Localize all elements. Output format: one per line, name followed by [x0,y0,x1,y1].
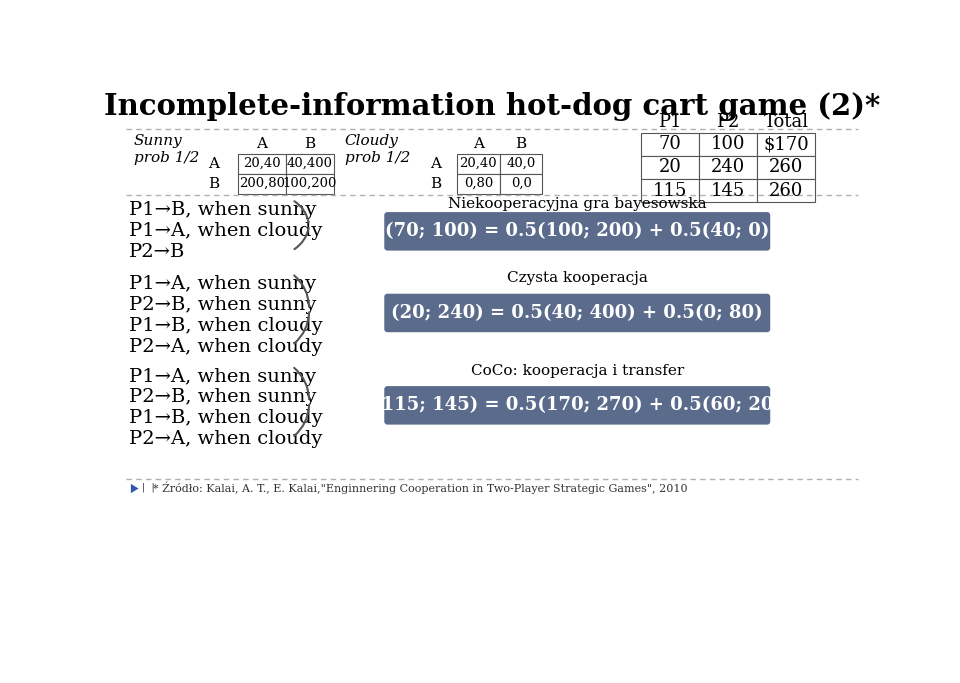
Text: P2→B, when sunny: P2→B, when sunny [130,296,317,314]
Text: 145: 145 [710,182,745,199]
Text: 0,80: 0,80 [464,177,493,190]
Text: P1→B, when cloudy: P1→B, when cloudy [130,409,323,427]
Bar [238,154,286,173]
Text: P1: P1 [659,113,682,131]
Bar [457,173,500,193]
Text: 200,80: 200,80 [239,177,285,190]
Bar [286,154,334,173]
Text: 40,400: 40,400 [287,157,333,170]
FancyBboxPatch shape [384,212,770,251]
Text: A: A [208,156,219,171]
Text: 70: 70 [659,135,682,153]
Bar [238,173,286,193]
Text: B: B [430,177,442,191]
Text: 115: 115 [653,182,687,199]
Bar [699,179,757,202]
Text: Sunny
prob 1/2: Sunny prob 1/2 [134,135,200,165]
Text: B: B [208,177,219,191]
Text: P1→A, when cloudy: P1→A, when cloudy [130,222,323,240]
Bar [641,156,699,179]
Polygon shape [131,484,138,493]
Text: A: A [473,137,484,151]
Text: P2→B: P2→B [130,243,185,261]
Bar [641,133,699,156]
Text: B: B [304,137,316,151]
Bar [699,133,757,156]
Text: 260: 260 [769,158,804,176]
Bar [699,156,757,179]
Bar [757,133,815,156]
Text: 100: 100 [710,135,745,153]
Bar [757,156,815,179]
Bar [286,173,334,193]
Text: Czysta kooperacja: Czysta kooperacja [507,271,648,285]
Text: 0,0: 0,0 [511,177,532,190]
Text: P1→A, when sunny: P1→A, when sunny [130,367,317,386]
Text: A: A [430,156,442,171]
Text: CoCo: kooperacja i transfer: CoCo: kooperacja i transfer [470,364,684,378]
Text: A: A [256,137,267,151]
Bar [641,179,699,202]
Text: Niekooperacyjna gra bayesowska: Niekooperacyjna gra bayesowska [448,197,707,212]
Text: (70; 100) = 0.5(100; 200) + 0.5(40; 0): (70; 100) = 0.5(100; 200) + 0.5(40; 0) [385,223,769,240]
Text: P1→A, when sunny: P1→A, when sunny [130,275,317,293]
Text: (20; 240) = 0.5(40; 400) + 0.5(0; 80): (20; 240) = 0.5(40; 400) + 0.5(0; 80) [392,304,763,322]
Text: P2→A, when cloudy: P2→A, when cloudy [130,337,323,356]
Text: 20,40: 20,40 [243,157,280,170]
Text: Cloudy
prob 1/2: Cloudy prob 1/2 [345,135,410,165]
Text: (115; 145) = 0.5(170; 270) + 0.5(60; 20): (115; 145) = 0.5(170; 270) + 0.5(60; 20) [372,396,781,415]
FancyBboxPatch shape [384,386,770,425]
Text: 40,0: 40,0 [507,157,536,170]
Text: 240: 240 [710,158,745,176]
Text: * Źródło: Kalai, A. T., E. Kalai,"Enginnering Cooperation in Two-Player Strategi: * Źródło: Kalai, A. T., E. Kalai,"Enginn… [153,482,687,494]
Text: P2→A, when cloudy: P2→A, when cloudy [130,430,323,448]
Text: Incomplete-information hot-dog cart game (2)*: Incomplete-information hot-dog cart game… [104,92,880,121]
FancyBboxPatch shape [384,294,770,332]
Text: P2: P2 [716,113,739,131]
Text: B: B [516,137,527,151]
Text: 20: 20 [659,158,682,176]
Bar [500,173,542,193]
Text: 20,40: 20,40 [460,157,497,170]
Bar [457,154,500,173]
Text: |  |: | | [142,483,155,492]
Text: $170: $170 [763,135,809,153]
Text: 100,200: 100,200 [282,177,337,190]
Text: 260: 260 [769,182,804,199]
Text: Total: Total [763,113,808,131]
Text: P1→B, when sunny: P1→B, when sunny [130,201,317,219]
Text: P1→B, when cloudy: P1→B, when cloudy [130,317,323,335]
Text: P2→B, when sunny: P2→B, when sunny [130,389,317,406]
Bar [757,179,815,202]
Bar [500,154,542,173]
